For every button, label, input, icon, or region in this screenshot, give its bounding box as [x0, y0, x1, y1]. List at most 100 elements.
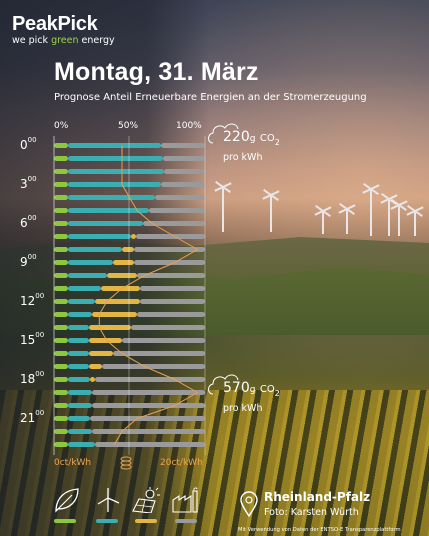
bar-row-hour-14 [54, 325, 205, 330]
bar-segment-other [102, 364, 205, 369]
brand-logo: PeakPick we pick green energy [12, 14, 115, 47]
bar-segment-wind [67, 273, 107, 278]
bar-row-hour-4 [54, 195, 205, 200]
hour-label: 2100 [20, 409, 44, 425]
bar-segment-biomass [54, 260, 68, 265]
wind-turbine-icon [97, 488, 120, 512]
hour-label: 900 [20, 253, 37, 269]
hour-label-minutes: 00 [35, 409, 45, 417]
coins-icon [120, 456, 132, 470]
wind-turbine-photo [414, 212, 416, 236]
bar-segment-wind [67, 169, 165, 174]
hour-label-hour: 9 [20, 255, 28, 269]
bar-segment-wind [67, 364, 89, 369]
bar-segment-biomass [54, 429, 68, 434]
legend-wind-swatch [96, 519, 118, 523]
bar-row-hour-10 [54, 273, 205, 278]
leaf-icon [55, 488, 79, 513]
bar-segment-other [135, 234, 205, 239]
bar-row-hour-7 [54, 234, 205, 239]
hour-label: 1500 [20, 331, 44, 347]
bar-segment-other [164, 169, 205, 174]
bar-segment-wind [67, 299, 95, 304]
bar-segment-other [149, 208, 205, 213]
bar-segment-other [134, 260, 205, 265]
wind-turbine-photo [370, 190, 372, 236]
page-subtitle: Prognose Anteil Erneuerbare Energien an … [54, 92, 367, 103]
price-axis-min: 0ct/kWh [54, 458, 92, 468]
hour-label-minutes: 00 [27, 136, 37, 144]
bar-segment-other [143, 221, 205, 226]
bar-row-hour-6 [54, 221, 205, 226]
hour-label-hour: 21 [20, 411, 36, 425]
bar-row-hour-0 [54, 143, 205, 148]
bar-segment-wind [67, 143, 162, 148]
bar-segment-other [90, 416, 205, 421]
bar-segment-biomass [54, 234, 68, 239]
location-pin-icon [240, 491, 258, 517]
data-source-footnote: Mit Verwendung von Daten der ENTSO-E Tra… [238, 527, 401, 533]
hour-label-hour: 0 [20, 138, 28, 152]
hour-label-minutes: 00 [35, 370, 45, 378]
bar-row-hour-17 [54, 364, 205, 369]
brand-name: PeakPick [12, 13, 98, 35]
bar-row-hour-1 [54, 156, 205, 161]
bar-row-hour-19 [54, 390, 205, 395]
bar-segment-solar [88, 325, 131, 330]
bar-segment-wind [67, 156, 163, 161]
bar-segment-wind [67, 338, 89, 343]
bar-segment-solar [100, 286, 141, 291]
bar-segment-biomass [54, 169, 68, 174]
legend-solar-swatch [135, 519, 157, 523]
hour-label: 1200 [20, 292, 44, 308]
bar-segment-wind [67, 195, 156, 200]
hour-label-hour: 3 [20, 177, 28, 191]
co2-sub: 2 [274, 388, 280, 398]
bar-segment-solar [131, 234, 136, 239]
factory-icon [172, 487, 198, 513]
bar-segment-wind [67, 390, 92, 395]
bar-segment-biomass [54, 416, 68, 421]
bar-row-hour-5 [54, 208, 205, 213]
bar-segment-biomass [54, 403, 68, 408]
legend-other-swatch [175, 519, 197, 523]
hour-label-minutes: 00 [27, 214, 37, 222]
axis-tick-50: 50% [118, 121, 139, 131]
bar-row-hour-2 [54, 169, 205, 174]
co2-label: CO [259, 133, 275, 144]
bar-segment-solar [88, 338, 122, 343]
bar-segment-biomass [54, 247, 68, 252]
hour-label-minutes: 00 [35, 292, 45, 300]
bar-row-hour-22 [54, 429, 205, 434]
bar-segment-biomass [54, 390, 68, 395]
bar-segment-solar [90, 377, 95, 382]
bar-segment-wind [67, 429, 92, 434]
hour-label-hour: 15 [20, 333, 36, 347]
bar-segment-other [140, 299, 205, 304]
co2-top-unit: pro kWh [223, 152, 263, 163]
bar-segment-other [161, 182, 205, 187]
tagline-green-text: green [51, 35, 79, 46]
bar-row-hour-3 [54, 182, 205, 187]
bar-row-hour-23 [54, 442, 205, 447]
bar-segment-other [112, 351, 205, 356]
bar-segment-biomass [54, 299, 68, 304]
bar-segment-biomass [54, 273, 68, 278]
hour-label-minutes: 00 [27, 253, 37, 261]
bar-segment-wind [67, 442, 95, 447]
bar-segment-solar [94, 299, 141, 304]
price-line [98, 145, 199, 445]
bar-segment-biomass [54, 208, 68, 213]
bar-segment-solar [112, 260, 134, 265]
bar-segment-solar [121, 247, 135, 252]
co2-unit-g: g [249, 385, 256, 395]
bar-segment-biomass [54, 338, 68, 343]
bar-segment-solar [106, 273, 138, 278]
bar-segment-other [131, 325, 205, 330]
bar-segment-solar [88, 351, 113, 356]
bar-segment-biomass [54, 156, 68, 161]
hour-label-hour: 6 [20, 216, 28, 230]
co2-value-text: 220 [223, 129, 250, 145]
bar-segment-other [91, 429, 205, 434]
bar-segment-wind [67, 182, 162, 187]
